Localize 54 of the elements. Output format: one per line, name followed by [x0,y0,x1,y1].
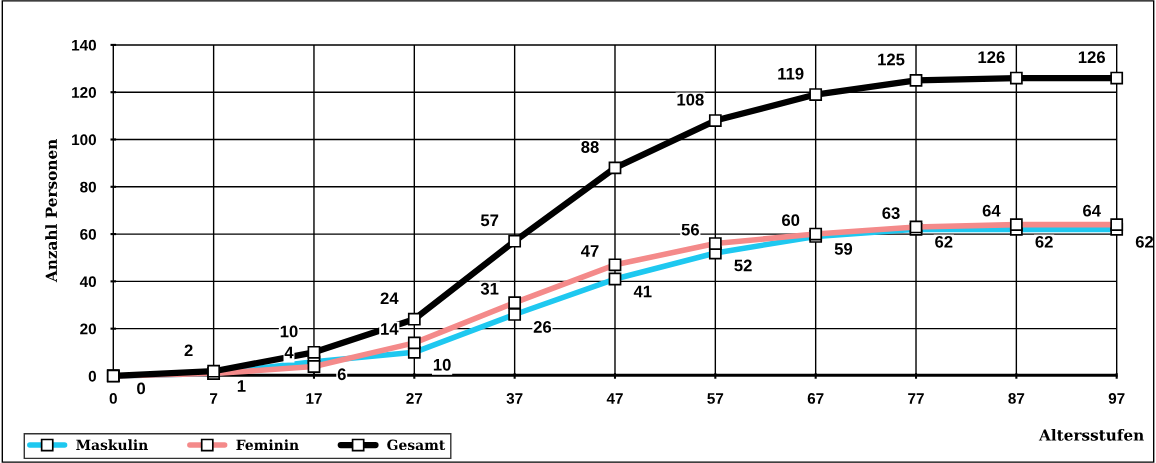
data-label: 14 [381,323,399,335]
data-label: 57 [480,214,499,227]
y-tick-label: 20 [80,323,96,335]
data-label: 56 [681,223,699,236]
data-label: 64 [1083,204,1101,217]
x-tick-label: 37 [506,393,523,404]
data-label: 119 [778,67,804,80]
data-label: 26 [533,321,552,333]
data-label: 88 [581,141,599,153]
y-tick-label: 80 [80,181,96,193]
x-tick-label: 0 [109,393,117,404]
data-label: 59 [834,243,853,255]
data-label: 10 [433,358,451,371]
x-tick-label: 87 [1008,393,1025,404]
y-axis-title: Anzahl Personen [45,139,58,283]
x-tick-label: 77 [908,393,924,404]
x-tick-label: 7 [210,393,218,404]
y-tick-label: 0 [88,370,96,382]
y-tick-label: 100 [72,134,96,146]
x-tick-label: 57 [707,393,724,404]
data-label: 62 [935,235,953,248]
x-tick-label: 97 [1108,393,1125,404]
data-label: 52 [734,259,752,272]
x-tick-label: 17 [306,393,322,404]
data-label: 0 [137,382,146,395]
data-label: 60 [782,214,800,227]
data-label: 126 [1078,51,1105,64]
data-label: 1 [237,380,246,392]
data-label: 126 [978,51,1005,64]
legend-label: Gesamt [387,439,446,451]
y-tick-label: 140 [72,39,96,51]
data-label: 31 [480,282,499,295]
data-label: 125 [878,53,905,66]
data-label: 24 [380,292,399,305]
data-label: 4 [284,346,294,359]
y-tick-label: 60 [80,228,96,240]
x-tick-label: 67 [807,393,824,404]
y-tick-label: 120 [72,87,96,98]
data-label: 47 [580,245,599,257]
x-axis-title: Altersstufen [1038,428,1144,441]
legend-label: Maskulin [76,439,148,451]
data-label: 6 [337,368,346,381]
y-tick-label: 40 [79,276,96,288]
legend-label: Feminin [236,439,299,451]
x-tick-label: 27 [406,393,423,404]
data-label: 108 [677,93,704,106]
data-label: 41 [633,285,652,298]
data-label: 2 [184,344,193,357]
data-label: 64 [982,204,1001,217]
data-label: 62 [1035,235,1053,248]
x-tick-label: 47 [606,393,623,404]
data-label: 10 [280,325,298,338]
data-label: 62 [1135,235,1154,248]
data-label: 63 [882,207,900,219]
